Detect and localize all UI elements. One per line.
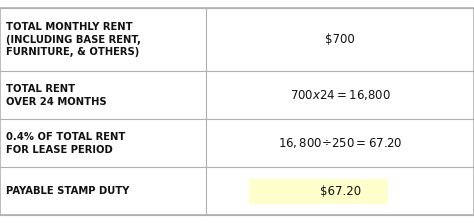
Bar (249, 179, 388, 204)
Text: PAYABLE STAMP DUTY: PAYABLE STAMP DUTY (6, 186, 129, 196)
Bar (206, 119, 474, 167)
Bar (0, 8, 206, 71)
Bar (206, 71, 474, 119)
Text: $700: $700 (325, 33, 355, 46)
Text: $67.20: $67.20 (319, 185, 361, 198)
Text: $16,800 ÷ 250 = $67.20: $16,800 ÷ 250 = $67.20 (278, 136, 402, 150)
Bar (0, 71, 206, 119)
Bar (0, 119, 206, 167)
Bar (206, 8, 474, 71)
Bar (0, 167, 206, 215)
Text: $700 x 24 = $16,800: $700 x 24 = $16,800 (290, 88, 391, 102)
Text: 0.4% OF TOTAL RENT
FOR LEASE PERIOD: 0.4% OF TOTAL RENT FOR LEASE PERIOD (6, 132, 125, 155)
Text: TOTAL MONTHLY RENT
(INCLUDING BASE RENT,
FURNITURE, & OTHERS): TOTAL MONTHLY RENT (INCLUDING BASE RENT,… (6, 22, 141, 57)
Bar (206, 167, 474, 215)
Text: TOTAL RENT
OVER 24 MONTHS: TOTAL RENT OVER 24 MONTHS (6, 84, 106, 107)
